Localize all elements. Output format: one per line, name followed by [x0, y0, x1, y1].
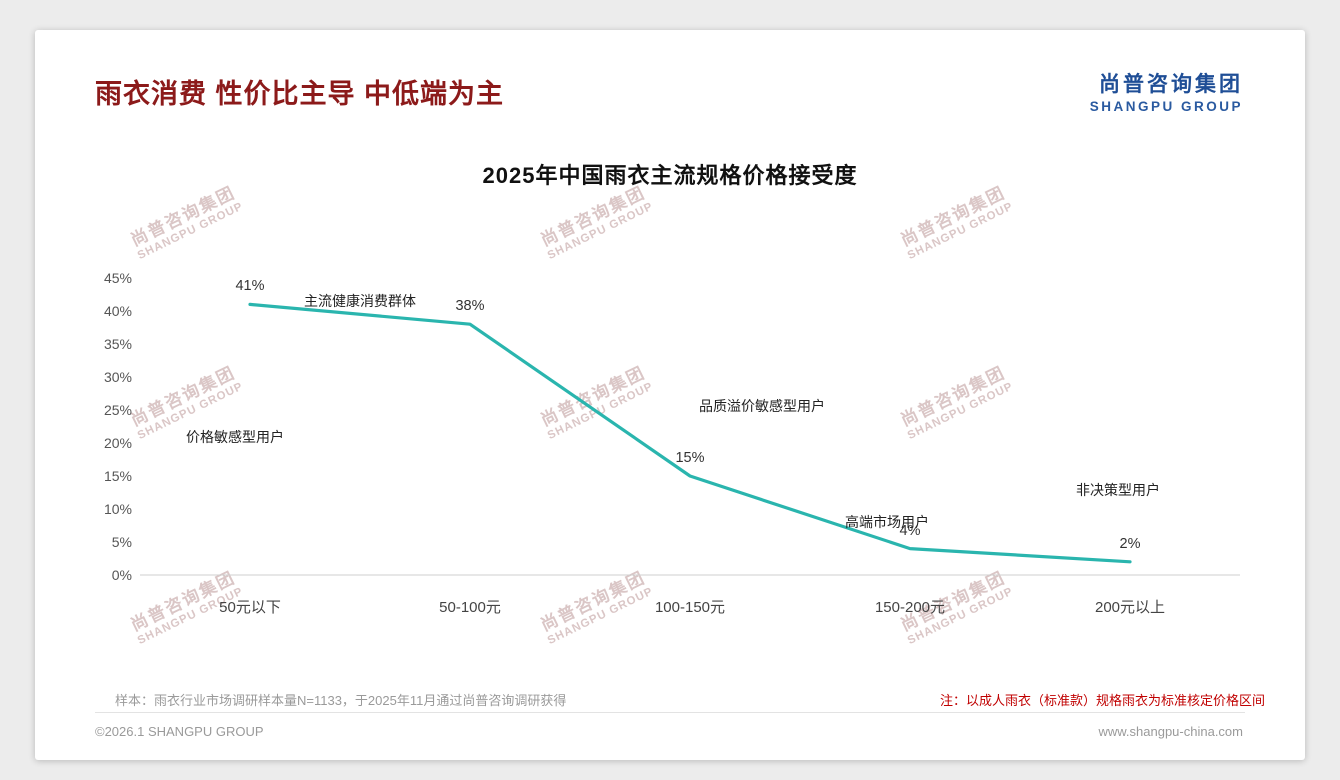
- chart-canvas: [140, 302, 1240, 576]
- x-axis-tick-label: 200元以上: [1094, 599, 1166, 616]
- data-label: 2%: [1119, 535, 1141, 552]
- x-axis-tick-label: 150-200元: [874, 599, 946, 616]
- acceptance-line: [248, 302, 1132, 564]
- segment-annotation: 品质溢价敏感型用户: [699, 398, 825, 414]
- footer-divider: [95, 712, 1245, 713]
- y-axis-tick-label: 20%: [103, 435, 132, 451]
- y-axis-tick-label: 25%: [103, 402, 132, 418]
- watermark: 尚普咨询集团 SHANGPU GROUP: [125, 178, 245, 262]
- y-axis-tick-label: 35%: [103, 336, 132, 352]
- x-axis-tick-label: 50-100元: [439, 599, 501, 616]
- data-label: 41%: [235, 278, 265, 295]
- watermark-en-text: SHANGPU GROUP: [905, 200, 1016, 263]
- logo-en-text: SHANGPU GROUP: [1089, 99, 1243, 114]
- line-chart: 45% 40% 35% 30% 25% 20% 15% 10% 5% 0% 41% 38% 15% 4%…: [70, 260, 1245, 640]
- y-axis-labels: 45% 40% 35% 30% 25% 20% 15% 10% 5% 0%: [70, 260, 132, 590]
- y-axis-tick-label: 0%: [111, 567, 132, 583]
- y-axis-tick-label: 15%: [103, 468, 132, 484]
- x-axis-tick-label: 100-150元: [654, 599, 726, 616]
- y-axis-tick-label: 45%: [103, 270, 132, 286]
- y-axis-tick-label: 10%: [103, 501, 132, 517]
- plot-area: 41% 38% 15% 4% 2% 50元以下 50-100元 100-150元 150-200…: [140, 260, 1240, 616]
- y-axis-tick-label: 40%: [103, 303, 132, 319]
- watermark: 尚普咨询集团 SHANGPU GROUP: [535, 178, 655, 262]
- company-logo: 尚普咨询集团 SHANGPU GROUP: [1090, 68, 1243, 114]
- y-axis-tick-label: 5%: [111, 534, 132, 550]
- data-label: 4%: [899, 522, 921, 539]
- footer-website: www.shangpu-china.com: [1098, 724, 1243, 739]
- pricing-note: 注：以成人雨衣（标准款）规格雨衣为标准核定价格区间: [939, 693, 1265, 708]
- data-label: 38%: [455, 298, 485, 315]
- watermark: 尚普咨询集团 SHANGPU GROUP: [895, 178, 1015, 262]
- chart-title: 2025年中国雨衣主流规格价格接受度: [482, 163, 858, 188]
- x-axis-tick-label: 50元以下: [219, 599, 281, 616]
- watermark-en-text: SHANGPU GROUP: [545, 200, 656, 263]
- page-title: 雨衣消费 性价比主导 中低端为主: [95, 79, 505, 109]
- segment-annotation: 非决策型用户: [1076, 482, 1160, 498]
- footer-copyright: ©2026.1 SHANGPU GROUP: [95, 724, 264, 739]
- logo-cn-text: 尚普咨询集团: [1099, 73, 1243, 96]
- data-label: 15%: [675, 450, 705, 466]
- segment-annotation: 主流健康消费群体: [304, 293, 416, 309]
- watermark-en-text: SHANGPU GROUP: [135, 200, 246, 263]
- slide-card: 尚普咨询集团 SHANGPU GROUP 尚普咨询集团 SHANGPU GROUP 尚普…: [35, 30, 1305, 760]
- segment-annotation: 高端市场用户: [845, 514, 929, 530]
- segment-annotation: 价格敏感型用户: [186, 429, 284, 445]
- sample-note: 样本：雨衣行业市场调研样本量N=1133，于2025年11月通过尚普咨询调研获得: [115, 693, 567, 708]
- y-axis-tick-label: 30%: [103, 369, 132, 385]
